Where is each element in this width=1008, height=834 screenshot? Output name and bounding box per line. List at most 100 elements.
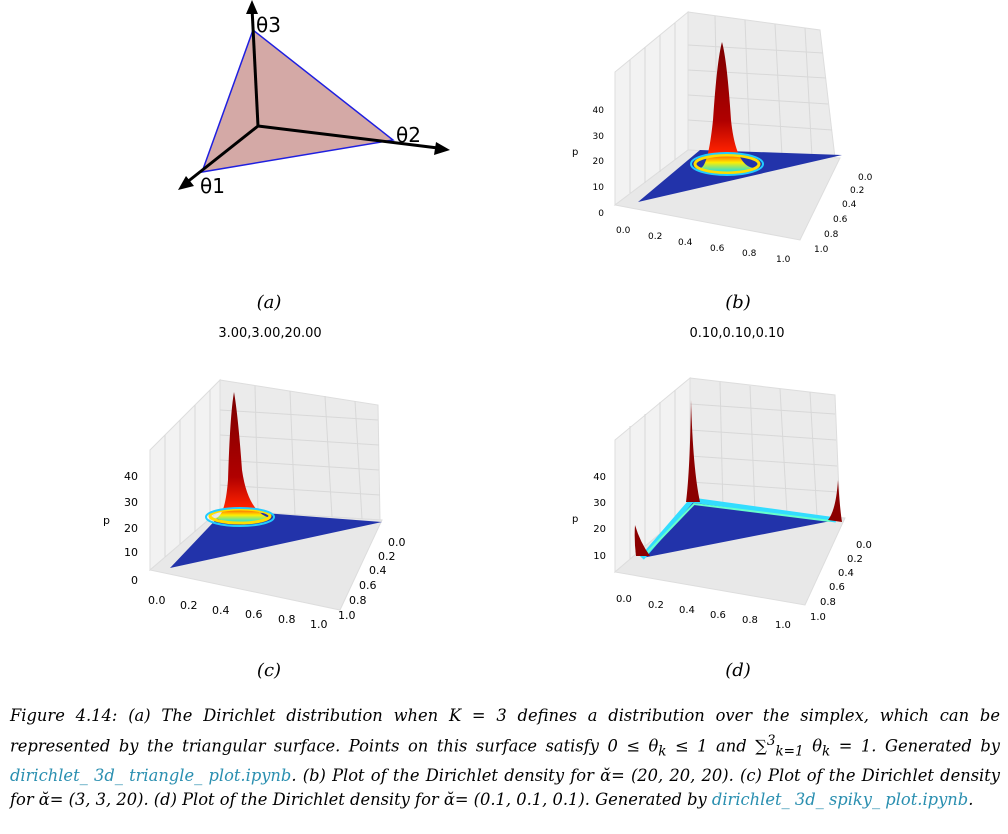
z-tick: 30 bbox=[124, 496, 138, 509]
caption-text: . (b) Plot of the Dirichlet density for … bbox=[10, 765, 1000, 810]
y-tick: 0.0 bbox=[858, 173, 873, 183]
corner-spike-left bbox=[634, 525, 650, 556]
x-tick: 0.4 bbox=[678, 238, 693, 248]
z-tick: 30 bbox=[593, 498, 606, 509]
z-tick: 40 bbox=[593, 472, 606, 483]
x-tick: 0.4 bbox=[212, 604, 230, 617]
theta3-arrowhead bbox=[246, 0, 258, 14]
x-tick: 0.2 bbox=[648, 600, 664, 611]
z-tick: 0 bbox=[131, 574, 138, 587]
title-d: 0.10,0.10,0.10 bbox=[689, 326, 785, 341]
edge-ridge-inner bbox=[645, 502, 831, 555]
caption-text: θ bbox=[803, 735, 823, 755]
y-tick: 0.0 bbox=[856, 540, 872, 551]
density-peak bbox=[215, 392, 270, 523]
y-tick: 0.6 bbox=[833, 215, 848, 225]
x-tick: 0.8 bbox=[278, 613, 296, 626]
x-tick: 0.0 bbox=[148, 594, 166, 607]
title-c: 3.00,3.00,20.00 bbox=[218, 326, 322, 341]
y-tick: 0.0 bbox=[388, 536, 406, 549]
simplex-triangle bbox=[200, 28, 395, 173]
z-tick: 0 bbox=[598, 209, 604, 219]
caption-text: ≤ 1 and ∑ bbox=[666, 735, 767, 755]
caption-text: Figure 4.14: (a) The Dirichlet distribut… bbox=[10, 706, 1000, 755]
x-tick: 0.2 bbox=[648, 232, 662, 242]
y-tick: 0.2 bbox=[847, 554, 863, 565]
peak-ring-outer bbox=[205, 507, 275, 527]
y-tick: 0.8 bbox=[820, 597, 836, 608]
notebook-link-spiky[interactable]: dirichlet_ 3d_ spiky_ plot.ipynb bbox=[711, 790, 969, 810]
z-tick: 30 bbox=[593, 132, 605, 142]
z-tick: 10 bbox=[124, 546, 138, 559]
z-tick: 40 bbox=[593, 106, 605, 116]
caption-sub: k bbox=[658, 743, 667, 760]
x-tick: 1.0 bbox=[310, 618, 328, 631]
x-tick: 0.6 bbox=[710, 610, 726, 621]
back-pane-right bbox=[687, 11, 836, 159]
corner-spike-top bbox=[686, 400, 700, 502]
panel-d: p 10 20 30 40 0.0 0.2 0.4 0.6 0.8 1.0 0.… bbox=[550, 360, 1008, 650]
x-tick: 0.2 bbox=[180, 599, 198, 612]
x-tick: 0.0 bbox=[616, 226, 631, 236]
z-tick: 20 bbox=[124, 522, 138, 535]
sublabel-a: (a) bbox=[256, 292, 282, 313]
theta2-arrowhead bbox=[434, 142, 450, 155]
y-tick: 0.2 bbox=[850, 186, 864, 196]
x-tick: 0.8 bbox=[742, 615, 758, 626]
theta3-axis bbox=[250, 7, 260, 127]
z-tick: 20 bbox=[593, 157, 605, 167]
y-tick: 0.4 bbox=[838, 568, 854, 579]
x-tick: 0.6 bbox=[245, 608, 263, 621]
z-tick: 10 bbox=[593, 551, 606, 562]
theta2-label: θ2 bbox=[396, 123, 421, 147]
x-tick: 1.0 bbox=[776, 255, 791, 265]
sublabel-c: (c) bbox=[256, 660, 282, 681]
plot3d-d: p 10 20 30 40 0.0 0.2 0.4 0.6 0.8 1.0 0.… bbox=[572, 376, 872, 631]
theta1-axis bbox=[185, 124, 259, 185]
sublabel-b: (b) bbox=[725, 292, 751, 313]
caption-text: . bbox=[968, 790, 974, 810]
panel-b: p 0 10 20 30 40 0.0 0.2 0.4 0.6 0.8 1.0 … bbox=[550, 0, 1008, 290]
simplex-diagram: θ3 θ2 θ1 bbox=[178, 0, 450, 198]
y-tick: 0.8 bbox=[824, 230, 839, 240]
theta3-label: θ3 bbox=[256, 13, 281, 37]
theta1-label: θ1 bbox=[200, 174, 225, 198]
caption-sup: 3 bbox=[766, 732, 776, 749]
corner-spike-right bbox=[828, 480, 842, 522]
plot3d-c: p 0 10 20 30 40 0.0 0.2 0.4 0.6 0.8 1.0 … bbox=[103, 378, 406, 631]
z-label-c: p bbox=[103, 514, 110, 527]
figure-caption: Figure 4.14: (a) The Dirichlet distribut… bbox=[10, 704, 1000, 813]
theta1-arrowhead bbox=[178, 176, 194, 190]
density-peak bbox=[700, 42, 755, 173]
caption-sub: k bbox=[822, 743, 831, 760]
x-tick: 0.6 bbox=[710, 244, 725, 254]
back-pane-right bbox=[689, 377, 841, 519]
peak-ring-outer bbox=[690, 152, 764, 176]
y-tick: 0.2 bbox=[378, 550, 396, 563]
sublabel-d: (d) bbox=[725, 660, 751, 681]
y-tick: 1.0 bbox=[810, 612, 826, 623]
y-tick: 0.4 bbox=[369, 564, 387, 577]
y-tick: 1.0 bbox=[814, 245, 829, 255]
z-tick: 20 bbox=[593, 524, 606, 535]
y-tick: 0.6 bbox=[359, 579, 377, 592]
peak-ring bbox=[693, 153, 761, 175]
y-tick: 0.4 bbox=[842, 200, 857, 210]
notebook-link-triangle[interactable]: dirichlet_ 3d_ triangle_ plot.ipynb bbox=[10, 765, 292, 785]
panel-c: p 0 10 20 30 40 0.0 0.2 0.4 0.6 0.8 1.0 … bbox=[70, 360, 500, 650]
caption-text: = 1. Generated by bbox=[830, 735, 1000, 755]
caption-sub: k=1 bbox=[775, 743, 804, 760]
z-label-d: p bbox=[572, 514, 578, 525]
floor-pane bbox=[613, 149, 841, 241]
x-tick: 0.8 bbox=[742, 249, 757, 259]
z-tick: 40 bbox=[124, 470, 138, 483]
x-tick: 0.0 bbox=[616, 594, 632, 605]
density-surface-base bbox=[638, 150, 842, 202]
plot3d-b: p 0 10 20 30 40 0.0 0.2 0.4 0.6 0.8 1.0 … bbox=[572, 10, 873, 265]
y-tick: 0.8 bbox=[349, 594, 367, 607]
z-tick: 10 bbox=[593, 183, 605, 193]
theta2-axis bbox=[257, 124, 439, 150]
z-label-b: p bbox=[572, 147, 578, 158]
panel-a: θ3 θ2 θ1 bbox=[0, 0, 500, 290]
y-tick: 0.6 bbox=[829, 582, 845, 593]
